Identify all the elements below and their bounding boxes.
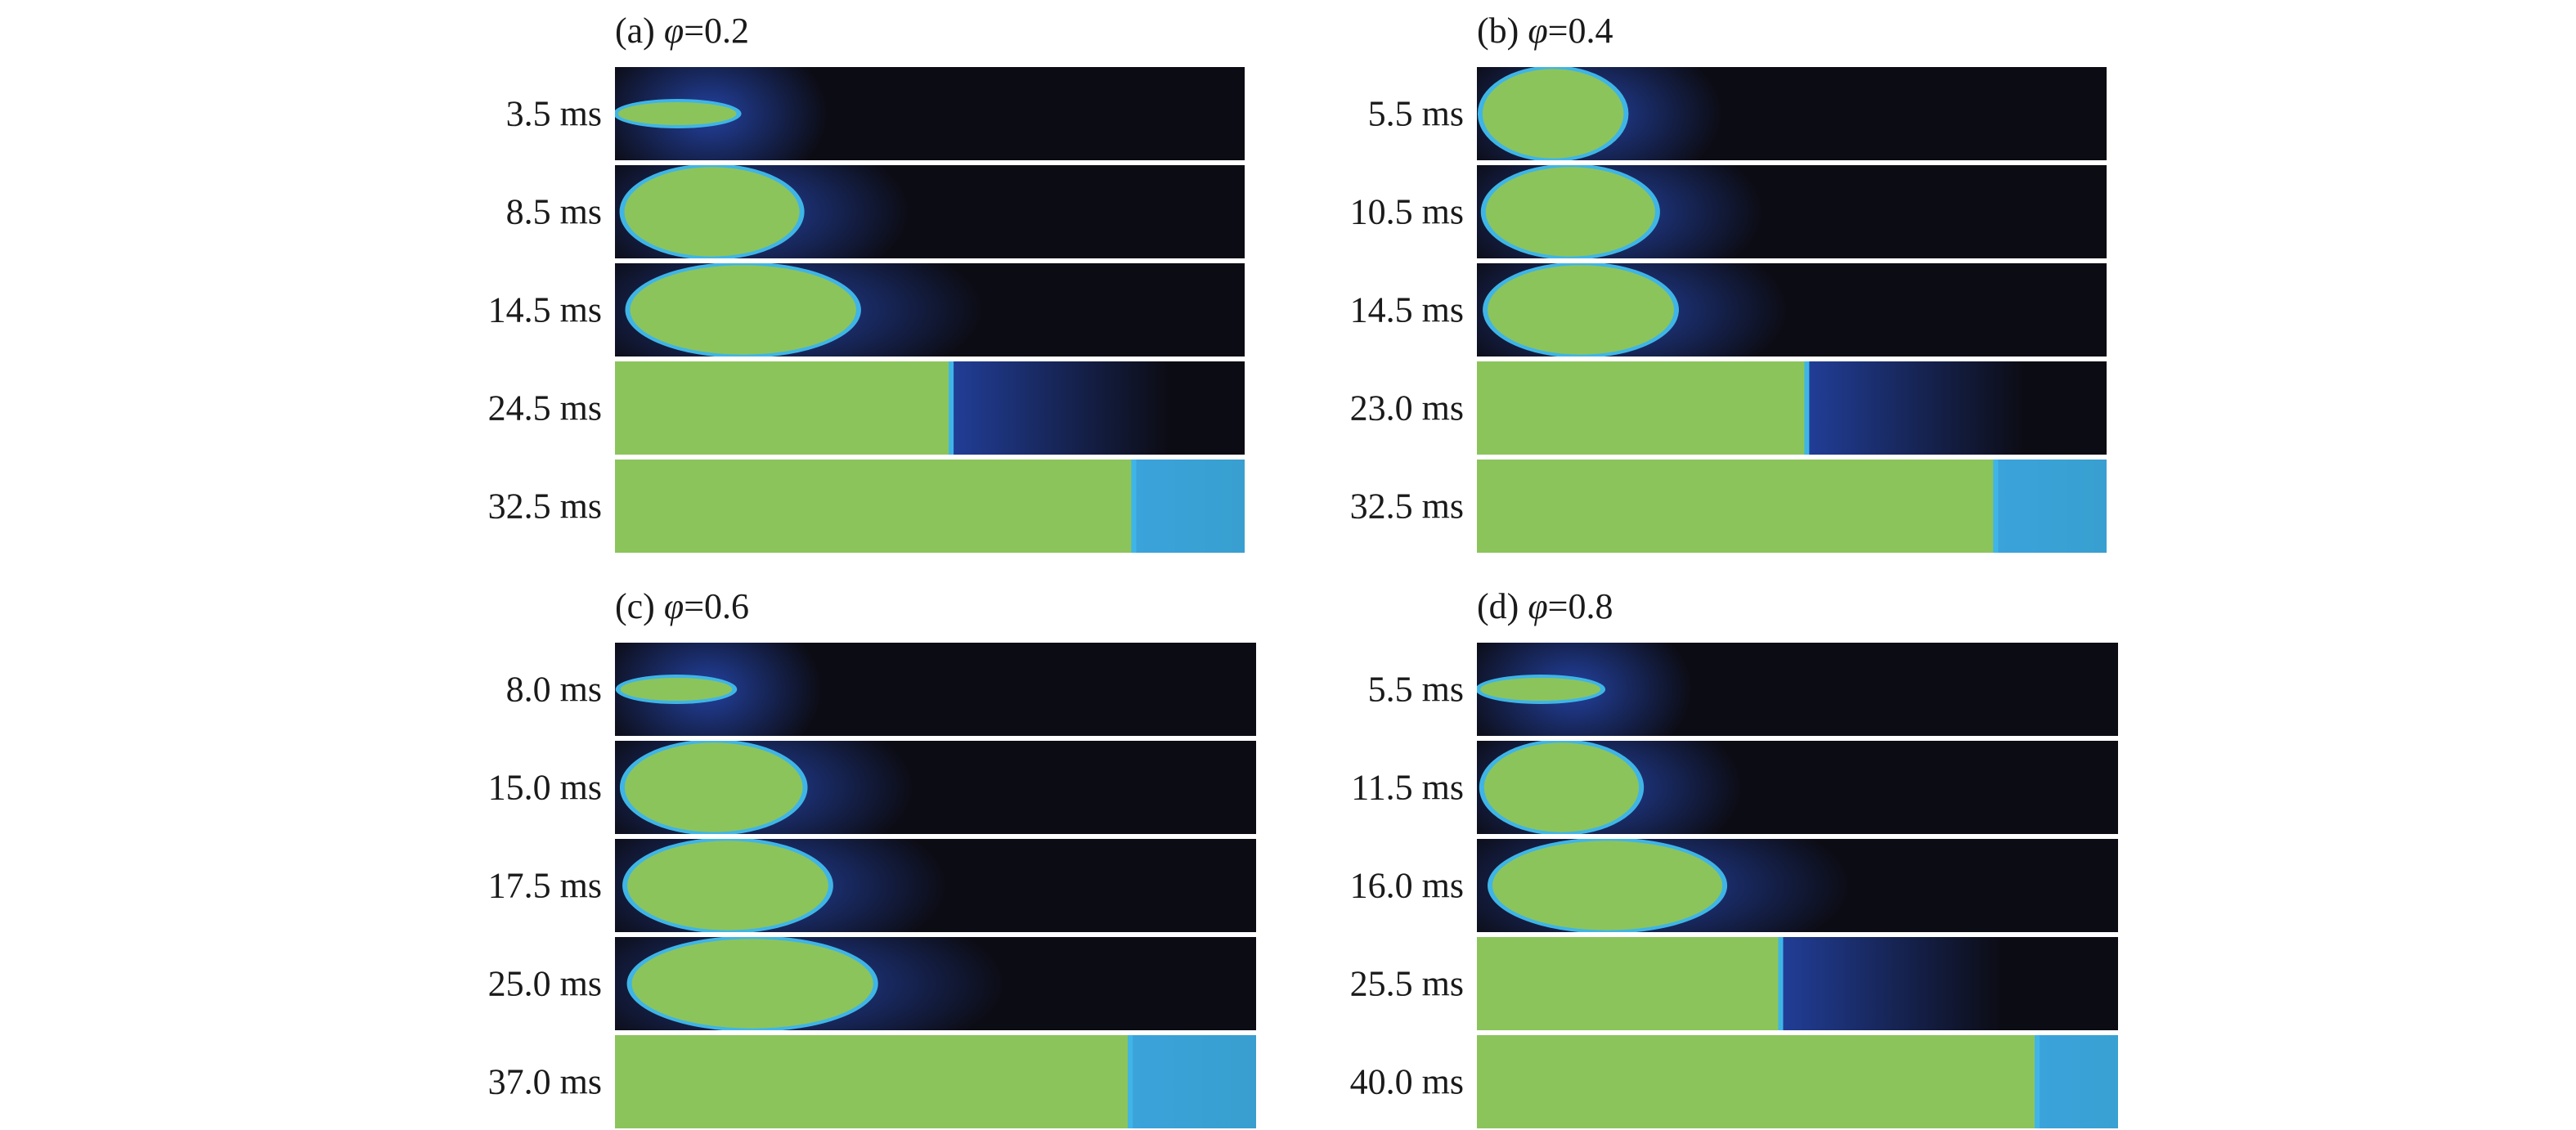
frame-row: 32.5 ms [488, 460, 1245, 553]
flame-image [615, 67, 1245, 160]
frame-row: 14.5 ms [488, 263, 1245, 356]
flame-image [615, 460, 1245, 553]
frame-time-label: 37.0 ms [487, 1061, 602, 1102]
flame-image [1477, 67, 2107, 160]
flame-image [615, 839, 1256, 932]
frame-time-label: 23.0 ms [1349, 388, 1464, 428]
flame-image-frame [615, 937, 1256, 1030]
frame-time-label: 3.5 ms [505, 93, 602, 134]
flame-image-frame [1477, 839, 2118, 932]
flame-image [1477, 165, 2107, 258]
flame-image-frame [1477, 361, 2107, 455]
flame-image [1477, 839, 2118, 932]
frame-time-label: 25.0 ms [487, 963, 602, 1004]
frame-time-label: 10.5 ms [1349, 191, 1464, 232]
flame-image [1477, 263, 2107, 356]
flame-image-frame [615, 67, 1245, 160]
flame-image [615, 361, 1245, 455]
frame-time-label: 25.5 ms [1349, 963, 1464, 1004]
flame-image-frame [615, 839, 1256, 932]
flame-image-frame [615, 741, 1256, 834]
frame-time-label: 5.5 ms [1367, 93, 1464, 134]
flame-image [1477, 460, 2107, 553]
frame-time-label: 14.5 ms [1349, 289, 1464, 330]
flame-image-frame [1477, 263, 2107, 356]
flame-image [615, 263, 1245, 356]
frame-row: 23.0 ms [1350, 361, 2107, 455]
panel-title: (c) φ=0.6 [615, 586, 750, 626]
flame-image [615, 165, 1245, 258]
flame-image-frame [1477, 460, 2107, 553]
frame-row: 25.5 ms [1350, 937, 2118, 1030]
frame-time-label: 16.0 ms [1349, 865, 1464, 906]
frame-row: 37.0 ms [488, 1035, 1256, 1128]
frame-time-label: 15.0 ms [487, 767, 602, 808]
flame-image [1477, 643, 2118, 736]
flame-image [1477, 1035, 2118, 1128]
flame-image [1477, 741, 2118, 834]
frame-row: 32.5 ms [1350, 460, 2107, 553]
flame-image-frame [1477, 1035, 2118, 1128]
frame-row: 15.0 ms [488, 741, 1256, 834]
frame-time-label: 32.5 ms [487, 486, 602, 527]
flame-image-frame [615, 263, 1245, 356]
flame-image-frame [615, 165, 1245, 258]
frame-time-label: 24.5 ms [487, 388, 602, 428]
frame-time-label: 11.5 ms [1351, 767, 1464, 808]
flame-image-frame [1477, 643, 2118, 736]
flame-image-frame [1477, 741, 2118, 834]
panel-title: (a) φ=0.2 [615, 11, 750, 51]
frame-row: 24.5 ms [488, 361, 1245, 455]
frame-row: 10.5 ms [1350, 165, 2107, 258]
flame-image-frame [615, 460, 1245, 553]
panel-title: (b) φ=0.4 [1477, 11, 1613, 51]
frame-row: 17.5 ms [488, 839, 1256, 932]
frame-row: 3.5 ms [506, 67, 1245, 160]
flame-image-frame [615, 1035, 1256, 1128]
frame-time-label: 17.5 ms [487, 865, 602, 906]
frame-row: 40.0 ms [1350, 1035, 2118, 1128]
panel-title: (d) φ=0.8 [1477, 586, 1613, 626]
frame-time-label: 14.5 ms [487, 289, 602, 330]
frame-row: 8.0 ms [506, 643, 1256, 736]
frame-time-label: 40.0 ms [1349, 1061, 1464, 1102]
flame-image [1477, 361, 2107, 455]
flame-image-frame [1477, 67, 2107, 160]
flame-image-frame [615, 361, 1245, 455]
frame-row: 8.5 ms [506, 165, 1245, 258]
flame-image [615, 1035, 1256, 1128]
flame-image [615, 741, 1256, 834]
frame-row: 5.5 ms [1368, 67, 2107, 160]
frame-row: 14.5 ms [1350, 263, 2107, 356]
frame-row: 16.0 ms [1350, 839, 2118, 932]
frame-time-label: 8.0 ms [505, 669, 602, 710]
frame-row: 5.5 ms [1368, 643, 2118, 736]
flame-image [615, 643, 1256, 736]
flame-image-frame [1477, 937, 2118, 1030]
frame-row: 11.5 ms [1351, 741, 2118, 834]
frame-time-label: 8.5 ms [505, 191, 602, 232]
frame-time-label: 32.5 ms [1349, 486, 1464, 527]
flame-image-frame [615, 643, 1256, 736]
frame-row: 25.0 ms [488, 937, 1256, 1030]
flame-image-frame [1477, 165, 2107, 258]
flame-image [1477, 937, 2118, 1030]
frame-time-label: 5.5 ms [1367, 669, 1464, 710]
flame-image [615, 937, 1256, 1030]
